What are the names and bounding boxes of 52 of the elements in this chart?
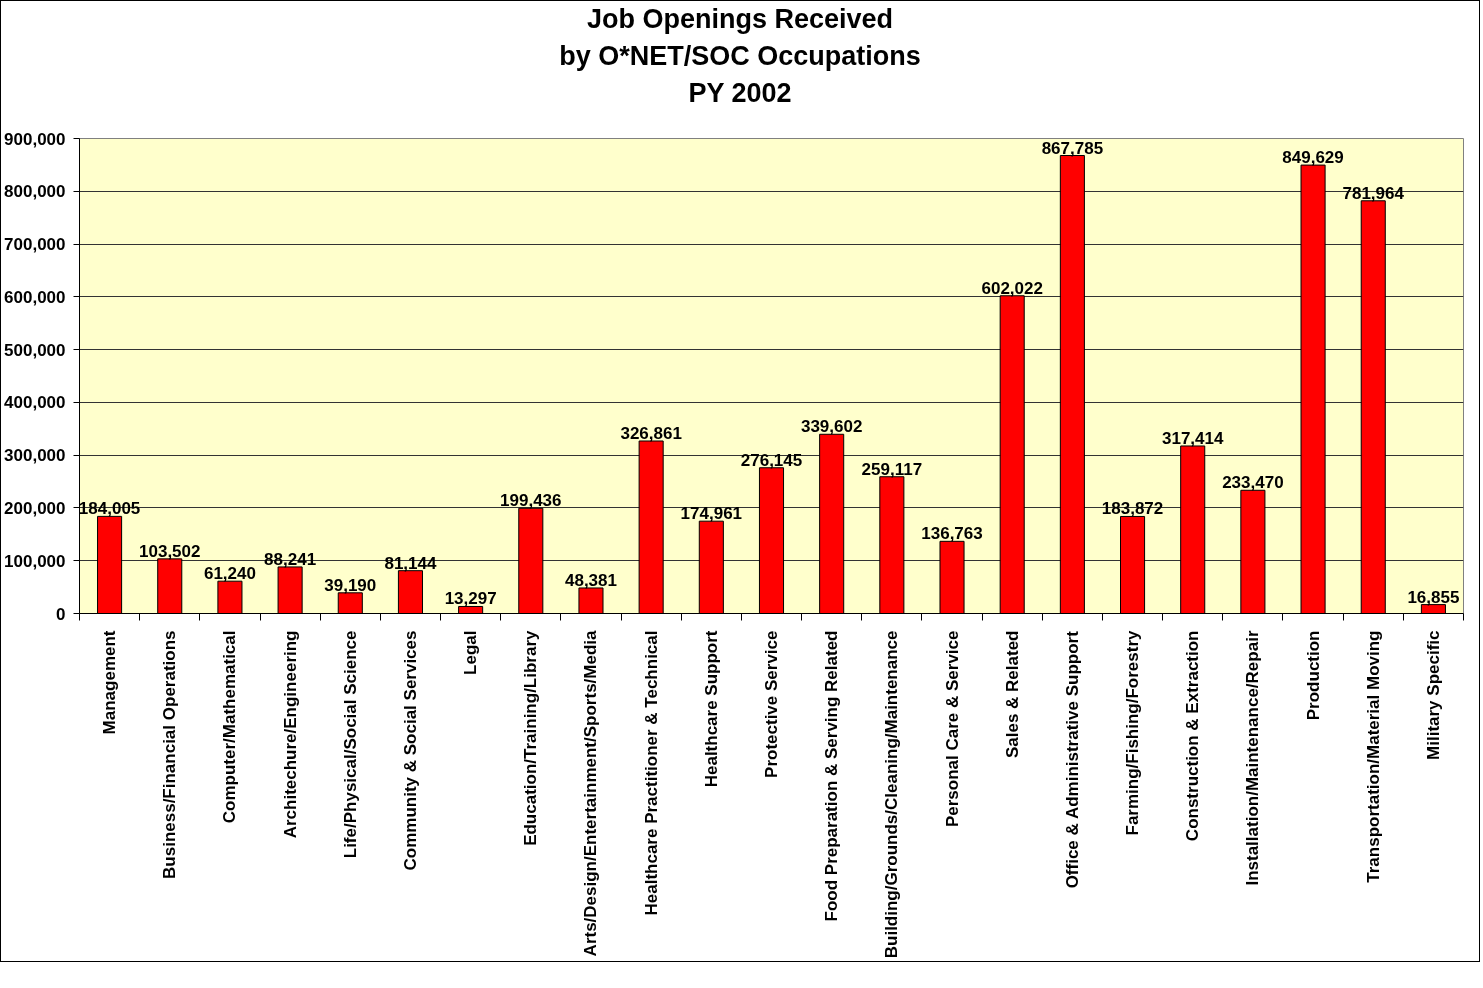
data-label: 317,414 xyxy=(1161,428,1224,448)
data-label: 849,629 xyxy=(1282,148,1344,168)
y-tick-label: 200,000 xyxy=(4,498,66,518)
chart-title: Job Openings Received by O*NET/SOC Occupations PY 2002 xyxy=(559,3,921,110)
y-tick-label: 900,000 xyxy=(4,129,66,149)
y-tick-label: 700,000 xyxy=(4,235,66,255)
data-label: 199,436 xyxy=(500,491,562,511)
x-tick-label: Life/Physical/Social Science xyxy=(340,630,360,859)
x-tick-label: Office & Administrative Support xyxy=(1062,630,1082,889)
x-tick-label: Healthcare Practitioner & Technical xyxy=(641,630,661,916)
data-label: 259,117 xyxy=(861,459,923,479)
x-tick-label: Education/Training/Library xyxy=(521,629,541,846)
data-label: 233,470 xyxy=(1222,473,1284,493)
x-tick-label: Transportation/Material Moving xyxy=(1363,630,1383,883)
x-tick-label: Building/Grounds/Cleaning/Maintenance xyxy=(882,630,902,959)
data-label: 339,602 xyxy=(800,417,863,437)
x-tick-label: Business/Financial Operations xyxy=(160,630,180,879)
y-tick-label: 600,000 xyxy=(4,287,66,307)
data-label: 136,763 xyxy=(921,524,983,544)
y-tick-label: 800,000 xyxy=(4,182,66,202)
y-tick-label: 100,000 xyxy=(4,551,66,571)
data-label: 103,502 xyxy=(139,541,201,561)
x-tick-label: Installation/Maintenance/Repair xyxy=(1243,630,1263,886)
x-tick-label: Management xyxy=(100,630,120,735)
data-label: 602,022 xyxy=(981,278,1043,298)
data-label: 867,785 xyxy=(1041,138,1104,158)
x-tick-label: Legal xyxy=(461,630,481,675)
data-label: 174,961 xyxy=(680,504,743,524)
x-tick-label: Computer/Mathematical xyxy=(220,630,240,824)
x-tick-label: Production xyxy=(1303,630,1323,721)
x-tick-label: Construction & Extraction xyxy=(1183,630,1203,842)
data-label: 39,190 xyxy=(324,575,377,595)
y-tick-label: 500,000 xyxy=(4,340,66,360)
x-tick-label: Sales & Related xyxy=(1002,630,1022,759)
x-tick-label: Protective Service xyxy=(762,630,781,778)
x-tick-label: Personal Care & Service xyxy=(942,630,962,828)
x-tick-label: Community & Social Services xyxy=(400,630,420,871)
x-tick-label: Arts/Design/Entertainment/Sports/Media xyxy=(581,629,601,957)
y-tick-label: 0 xyxy=(56,604,66,624)
data-label: 16,855 xyxy=(1407,587,1460,607)
data-label: 61,240 xyxy=(203,564,256,584)
data-label: 326,861 xyxy=(620,423,682,443)
y-tick-label: 300,000 xyxy=(4,446,66,466)
x-tick-label: Military Specific xyxy=(1423,630,1443,760)
data-label: 13,297 xyxy=(444,589,497,609)
x-tick-label: Healthcare Support xyxy=(701,630,721,788)
x-tick-label: Architechure/Engineering xyxy=(280,630,300,839)
x-tick-label: Food Preparation & Serving Related xyxy=(822,630,842,922)
data-label: 48,381 xyxy=(564,570,617,590)
y-tick-label: 400,000 xyxy=(4,393,66,413)
data-label: 276,145 xyxy=(740,450,803,470)
x-tick-label: Farming/Fishing/Forestry xyxy=(1123,629,1143,836)
